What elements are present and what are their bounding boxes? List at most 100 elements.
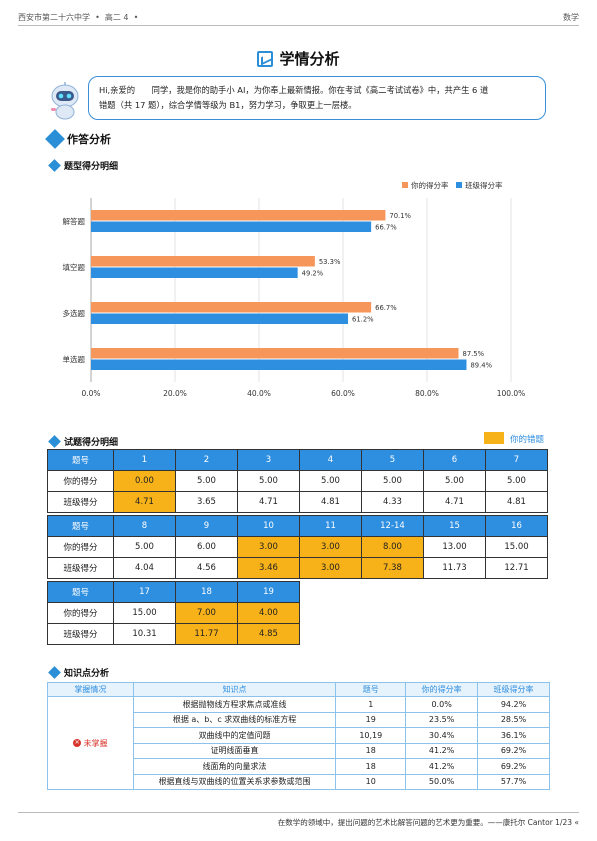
question-number: 3 [237, 449, 300, 471]
row-label: 题号 [47, 581, 114, 603]
category-label: 解答题 [63, 216, 86, 226]
bar [91, 256, 315, 267]
bar [91, 221, 372, 232]
row-label: 题号 [47, 515, 114, 537]
knowledge-header-row: 掌握情况 知识点 题号 你的得分率 班级得分率 [47, 682, 550, 697]
score-table-block: 题号 17 18 19 你的得分 15.00 7.00 4.00 班级得分 10.31 11.77 4… [47, 581, 300, 645]
wrong-legend-swatch [484, 432, 504, 444]
row-label: 你的得分 [47, 602, 114, 624]
chart-icon [257, 50, 274, 67]
robot-assistant-icon [51, 82, 79, 120]
section-title: 作答分析 [67, 133, 111, 146]
my-rate: 41.2% [405, 758, 479, 775]
data-label: 66.7% [375, 304, 397, 312]
score-cell: 5.00 [423, 470, 486, 492]
score-row-class: 班级得分 10.31 11.77 4.85 [47, 623, 300, 645]
question-number: 10 [237, 515, 300, 537]
score-cell: 7.38 [361, 557, 424, 579]
score-cell: 0.00 [113, 470, 176, 492]
question-number: 15 [423, 515, 486, 537]
score-cell: 4.71 [113, 491, 176, 513]
knowledge-table: 掌握情况 知识点 题号 你的得分率 班级得分率 ✕ 未掌握 根据抛物线方程求焦点或… [47, 682, 550, 790]
mastery-status: ✕ 未掌握 [47, 696, 134, 790]
score-cell: 4.81 [485, 491, 548, 513]
score-row-q: 题号 8 9 10 11 12-14 15 16 [47, 515, 548, 537]
section-knowledge: 知识点分析 [48, 666, 110, 679]
page-footer: 在数学的领域中，提出问题的艺术比解答问题的艺术更为重要。——康托尔 Cantor… [18, 812, 579, 828]
question-no: 18 [335, 742, 407, 759]
section-title: 知识点分析 [64, 669, 110, 679]
score-row-mine: 你的得分 5.00 6.00 3.00 3.00 8.00 13.00 15.00 [47, 536, 548, 558]
my-rate: 0.0% [405, 696, 479, 713]
question-number: 12-14 [361, 515, 424, 537]
question-number: 17 [113, 581, 176, 603]
knowledge-point: 双曲线中的定值问题 [132, 727, 337, 744]
table-row: 双曲线中的定值问题 10,19 30.4% 36.1% [48, 727, 550, 744]
school-name: 西安市第二十六中学 [18, 13, 90, 22]
warning-icon: ✕ [73, 739, 82, 747]
wrong-legend-label: 你的错题 [510, 435, 545, 445]
page-title-row: 学情分析 [0, 48, 597, 69]
score-cell: 15.00 [485, 536, 548, 558]
score-cell: 4.81 [299, 491, 362, 513]
table-row: ✕ 未掌握 根据抛物线方程求焦点或准线 1 0.0% 94.2% [47, 696, 550, 790]
row-label: 你的得分 [47, 470, 114, 492]
table-row: 根据直线与双曲线的位置关系求参数或范围 10 50.0% 57.7% [48, 773, 550, 790]
score-cell: 5.00 [113, 536, 176, 558]
score-cell: 12.71 [485, 557, 548, 579]
score-cell: 5.00 [237, 470, 300, 492]
my-rate: 50.0% [405, 773, 479, 790]
intro-message: Hi,亲爱的 同学，我是你的助手小 AI，为你奉上最新情报。你在考试《高二考试试… [88, 76, 546, 120]
row-label: 班级得分 [47, 557, 114, 579]
score-cell: 3.00 [237, 536, 300, 558]
section-item-score: 试题得分明细 [48, 435, 118, 448]
col-class-rate: 班级得分率 [477, 682, 550, 697]
score-row-class: 班级得分 4.71 3.65 4.71 4.81 4.33 4.71 4.81 [47, 491, 548, 513]
question-number: 2 [175, 449, 238, 471]
score-cell: 3.00 [299, 536, 362, 558]
row-label: 你的得分 [47, 536, 114, 558]
x-tick-label: 100.0% [497, 389, 526, 398]
knowledge-point: 根据抛物线方程求焦点或准线 [132, 696, 337, 713]
table-row: 证明线面垂直 18 41.2% 69.2% [48, 742, 550, 759]
score-cell: 5.00 [299, 470, 362, 492]
question-number: 19 [237, 581, 300, 603]
score-cell: 4.56 [175, 557, 238, 579]
x-tick-label: 40.0% [247, 389, 271, 398]
legend-swatch [456, 182, 462, 188]
header-left: 西安市第二十六中学 • 高二 4 • [18, 13, 139, 22]
score-cell: 4.71 [237, 491, 300, 513]
bar [91, 313, 349, 324]
bar [91, 359, 467, 370]
question-no: 10 [335, 773, 407, 790]
status-label: 未掌握 [83, 738, 108, 748]
x-tick-label: 20.0% [163, 389, 187, 398]
score-cell: 4.85 [237, 623, 300, 645]
bar [91, 302, 372, 313]
page-header: 西安市第二十六中学 • 高二 4 • 数学 [18, 10, 579, 26]
legend-label: 班级得分率 [465, 180, 503, 190]
score-cell: 11.73 [423, 557, 486, 579]
score-cell: 4.33 [361, 491, 424, 513]
score-cell: 3.65 [175, 491, 238, 513]
col-status: 掌握情况 [47, 682, 134, 697]
score-row-q: 题号 17 18 19 [47, 581, 300, 603]
score-row-mine: 你的得分 15.00 7.00 4.00 [47, 602, 300, 624]
class-rate: 94.2% [477, 696, 550, 713]
question-number: 4 [299, 449, 362, 471]
row-label: 班级得分 [47, 623, 114, 645]
diamond-icon [48, 666, 61, 679]
diamond-icon [48, 435, 61, 448]
question-number: 8 [113, 515, 176, 537]
x-tick-label: 60.0% [331, 389, 355, 398]
knowledge-point: 线面角的向量求法 [132, 758, 337, 775]
question-number: 1 [113, 449, 176, 471]
score-cell: 4.00 [237, 602, 300, 624]
bar [91, 267, 298, 278]
score-row-q: 题号 1 2 3 4 5 6 7 [47, 449, 548, 471]
score-cell: 3.46 [237, 557, 300, 579]
question-number: 11 [299, 515, 362, 537]
question-no: 19 [335, 711, 407, 728]
score-cell: 5.00 [175, 470, 238, 492]
col-knowledge-point: 知识点 [132, 682, 337, 697]
